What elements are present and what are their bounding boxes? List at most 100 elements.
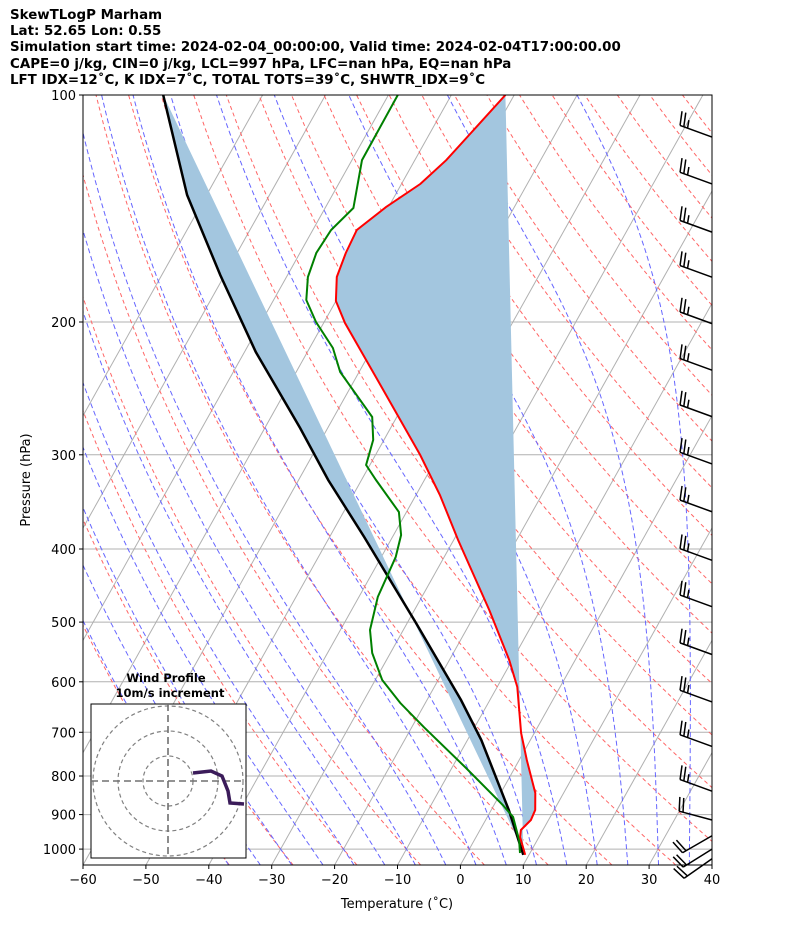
- isotherm-line: [711, 863, 712, 865]
- barb-full: [678, 796, 681, 812]
- barb-staff: [682, 835, 713, 854]
- barb-full: [676, 865, 688, 877]
- barb-full: [683, 345, 687, 361]
- barb-half: [686, 774, 690, 783]
- barb-staff: [679, 499, 713, 513]
- barb-full: [683, 629, 687, 645]
- moist-adiabat-line: [83, 445, 324, 865]
- barb-half: [686, 543, 690, 552]
- barb-staff: [679, 778, 713, 792]
- barb-half: [686, 684, 690, 694]
- barb-full: [679, 765, 683, 780]
- dry-adiabat-line: [715, 95, 794, 865]
- moist-adiabat-line: [83, 381, 355, 865]
- wind-barb: [679, 675, 713, 703]
- title-line-1: SkewTLogP Marham: [10, 8, 163, 23]
- y-tick-label: 1000: [43, 843, 76, 858]
- barb-half: [686, 637, 690, 646]
- barb-full: [679, 720, 683, 735]
- dewpoint-line: [305, 95, 521, 854]
- barb-half: [686, 260, 690, 269]
- barb-staff: [679, 734, 713, 748]
- wind-barb: [672, 835, 713, 854]
- barb-half: [686, 729, 690, 738]
- title-line-5: LFT IDX=12˚C, K IDX=7˚C, TOTAL TOTS=39˚C…: [10, 73, 486, 88]
- wind-barb: [679, 344, 713, 371]
- moist-adiabat-line: [216, 95, 568, 865]
- title-line-4: CAPE=0 j/kg, CIN=0 j/kg, LCL=997 hPa, LF…: [10, 57, 512, 72]
- y-tick-label: 800: [51, 770, 76, 785]
- x-tick-label: −40: [195, 873, 222, 888]
- dry-adiabat-line: [83, 172, 485, 865]
- x-tick-label: 20: [578, 873, 595, 888]
- dry-adiabat-line: [616, 95, 712, 219]
- dry-adiabat-line: [519, 95, 712, 351]
- barb-full: [683, 677, 687, 692]
- isotherm-line: [83, 95, 326, 530]
- dry-adiabat-line: [83, 518, 294, 865]
- isotherm-line: [83, 95, 389, 642]
- wind-barb: [679, 297, 713, 325]
- barb-full: [673, 867, 685, 879]
- y-tick-label: 100: [51, 89, 76, 104]
- y-tick-label: 200: [51, 316, 76, 331]
- moist-adiabat-line: [713, 95, 738, 865]
- barb-full: [679, 534, 683, 549]
- moist-adiabat-line: [83, 309, 386, 865]
- barb-full: [683, 252, 687, 267]
- wind-barb: [679, 111, 713, 138]
- barb-half: [686, 166, 690, 176]
- hodograph-trace: [192, 769, 245, 806]
- x-tick-label: 10: [515, 873, 532, 888]
- dry-adiabat-line: [649, 95, 712, 177]
- barb-full: [672, 856, 684, 868]
- profiles: [161, 95, 537, 856]
- barb-full: [683, 439, 687, 454]
- barb-full: [679, 580, 683, 596]
- barb-full: [679, 344, 683, 359]
- barb-staff: [679, 689, 713, 703]
- barb-half: [686, 494, 690, 503]
- barb-staff: [678, 810, 713, 821]
- barb-full: [682, 797, 685, 813]
- x-tick-label: −30: [258, 873, 285, 888]
- barb-staff: [679, 311, 713, 325]
- x-tick-label: −50: [132, 873, 159, 888]
- wind-barb: [673, 858, 713, 879]
- x-tick-label: −20: [321, 873, 348, 888]
- barb-staff: [679, 357, 713, 371]
- barb-staff: [683, 858, 713, 879]
- x-tick-label: 0: [456, 873, 464, 888]
- dry-adiabat-line: [356, 95, 712, 585]
- wind-barb: [679, 765, 713, 792]
- axes: −60 −50 −40 −30 −20 −10 0 10 20 30 40 100 200 300 400 5…: [43, 89, 720, 888]
- barb-half: [686, 120, 690, 129]
- x-tick-label: −60: [69, 873, 96, 888]
- y-tick-label: 900: [51, 809, 76, 824]
- title-line-3: Simulation start time: 2024-02-04_00:00:…: [10, 40, 621, 55]
- dry-adiabat-line: [682, 95, 712, 134]
- x-tick-label: 40: [704, 873, 721, 888]
- title-line-2: Lat: 52.65 Lon: 0.55: [10, 24, 162, 39]
- moist-adiabat-line: [83, 130, 447, 865]
- barb-half: [686, 353, 690, 362]
- dry-adiabat-line: [486, 95, 712, 396]
- barb-half: [686, 306, 690, 315]
- wind-barb: [679, 628, 713, 656]
- moist-adiabat-line: [751, 95, 794, 865]
- barb-full: [683, 207, 687, 222]
- cape-cin-shading: [163, 95, 536, 855]
- barb-staff: [679, 547, 713, 561]
- moist-adiabat-line: [132, 95, 507, 865]
- y-tick-label: 500: [51, 616, 76, 631]
- wind-barb: [679, 534, 713, 561]
- barb-full: [683, 299, 687, 314]
- wind-barb: [678, 796, 713, 821]
- barb-full: [679, 158, 683, 173]
- hodograph-inset: Wind Profile 10m/s increment: [90, 671, 247, 859]
- parcel-profile-line: [161, 95, 525, 856]
- dry-adiabat-line: [584, 95, 712, 263]
- isotherm-line: [334, 190, 712, 865]
- barb-full: [672, 841, 684, 854]
- moist-adiabat-line: [170, 95, 537, 865]
